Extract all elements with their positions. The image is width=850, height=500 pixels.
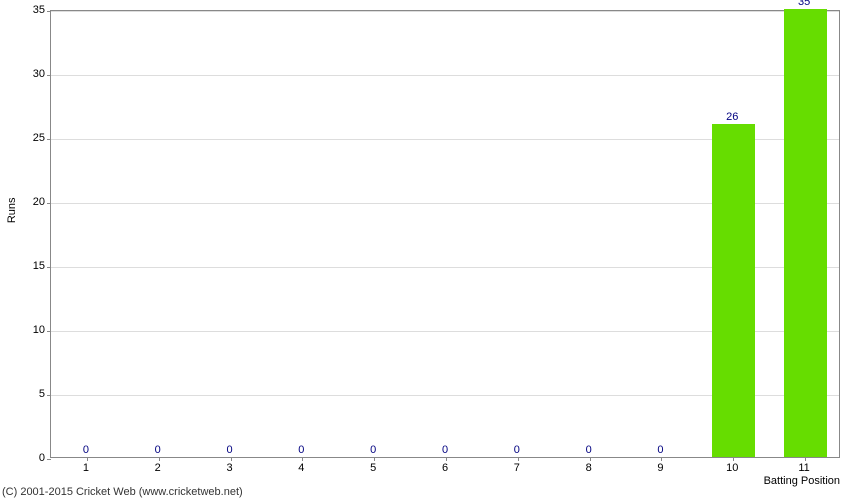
gridline <box>51 75 839 76</box>
y-tick <box>47 11 51 12</box>
y-tick <box>47 75 51 76</box>
x-tick-label: 10 <box>726 462 738 474</box>
x-tick <box>446 457 447 461</box>
bar-value-label: 0 <box>370 444 376 456</box>
x-tick <box>733 457 734 461</box>
x-tick-label: 7 <box>514 462 520 474</box>
y-tick-label: 15 <box>33 260 45 272</box>
bar-value-label: 0 <box>514 444 520 456</box>
x-tick-label: 6 <box>442 462 448 474</box>
bar-value-label: 0 <box>155 444 161 456</box>
y-tick-label: 10 <box>33 324 45 336</box>
gridline <box>51 11 839 12</box>
y-tick <box>47 395 51 396</box>
y-tick-label: 25 <box>33 132 45 144</box>
bar-value-label: 0 <box>298 444 304 456</box>
bar-value-label: 0 <box>657 444 663 456</box>
y-axis-label: Runs <box>6 197 18 223</box>
y-tick-label: 35 <box>33 4 45 16</box>
x-tick-label: 3 <box>226 462 232 474</box>
y-tick <box>47 139 51 140</box>
chart-container: Runs Batting Position (C) 2001-2015 Cric… <box>0 0 850 500</box>
bar-value-label: 35 <box>798 0 810 8</box>
x-tick-label: 2 <box>155 462 161 474</box>
bar <box>712 124 755 457</box>
bar-value-label: 0 <box>586 444 592 456</box>
x-tick <box>518 457 519 461</box>
x-tick <box>805 457 806 461</box>
x-tick-label: 9 <box>657 462 663 474</box>
x-axis-label: Batting Position <box>764 475 840 487</box>
bar <box>784 9 827 457</box>
bar-value-label: 0 <box>226 444 232 456</box>
y-tick-label: 5 <box>39 388 45 400</box>
x-tick-label: 11 <box>798 462 809 474</box>
x-tick <box>661 457 662 461</box>
x-tick <box>302 457 303 461</box>
plot-area <box>50 10 840 458</box>
bar-value-label: 0 <box>442 444 448 456</box>
x-tick-label: 1 <box>83 462 89 474</box>
x-tick <box>159 457 160 461</box>
y-tick <box>47 203 51 204</box>
bar-value-label: 0 <box>83 444 89 456</box>
x-tick-label: 8 <box>586 462 592 474</box>
x-tick <box>590 457 591 461</box>
y-tick <box>47 267 51 268</box>
y-tick-label: 20 <box>33 196 45 208</box>
y-tick <box>47 459 51 460</box>
x-tick <box>374 457 375 461</box>
bar-value-label: 26 <box>726 111 738 123</box>
y-tick-label: 0 <box>39 452 45 464</box>
y-tick <box>47 331 51 332</box>
x-tick-label: 4 <box>298 462 304 474</box>
x-tick <box>87 457 88 461</box>
x-tick-label: 5 <box>370 462 376 474</box>
copyright-text: (C) 2001-2015 Cricket Web (www.cricketwe… <box>2 486 243 498</box>
x-tick <box>231 457 232 461</box>
y-tick-label: 30 <box>33 68 45 80</box>
